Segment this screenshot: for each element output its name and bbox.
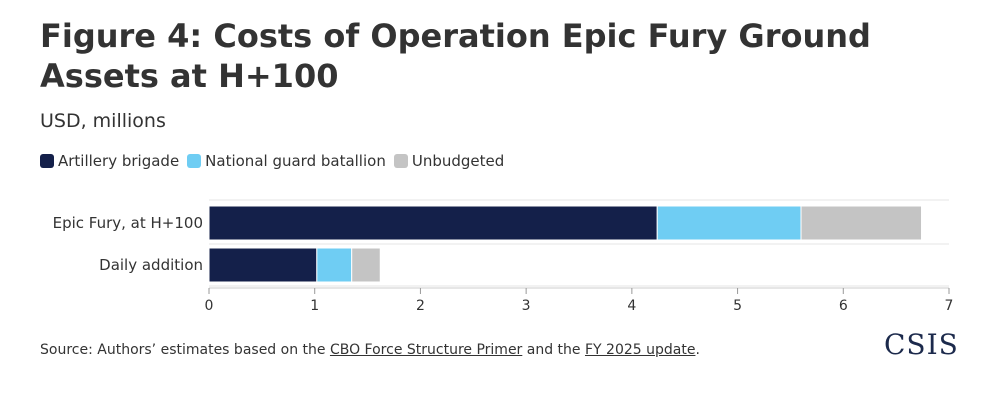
category-label-1: Daily addition [99,256,203,274]
x-tick-label-6: 6 [839,298,848,314]
x-tick-label-0: 0 [205,298,214,314]
source-prefix: Source: Authors’ estimates based on the [40,342,330,358]
source-middle: and the [522,342,585,358]
category-label-0: Epic Fury, at H+100 [53,214,203,232]
bar-0-series-1 [656,205,802,241]
legend-label-national-guard-batallion: National guard batallion [205,152,386,170]
legend-item-unbudgeted: Unbudgeted [393,152,505,170]
csis-logo: CSIS [884,328,959,361]
x-tick-label-4: 4 [627,298,636,314]
legend-swatch-national-guard-batallion [187,154,202,168]
legend-label-artillery-brigade: Artillery brigade [58,152,180,170]
bar-1-series-1 [316,247,353,283]
x-tick-label-5: 5 [733,298,742,314]
x-tick-label-1: 1 [310,298,319,314]
x-tick-label-7: 7 [945,298,954,314]
legend-swatch-unbudgeted [393,154,408,168]
legend-item-artillery-brigade: Artillery brigade [40,152,179,170]
fy2025-update-link[interactable]: FY 2025 update [584,342,696,358]
source-note: Source: Authors’ estimates based on the … [40,342,700,358]
x-tick-label-2: 2 [416,298,425,314]
source-suffix: . [695,342,700,358]
chart-legend: Artillery brigade National guard batalli… [40,152,512,170]
chart-title: Figure 4: Costs of Operation Epic Fury G… [40,17,871,95]
legend-item-national-guard-batallion: National guard batallion [187,152,386,170]
chart-subtitle: USD, millions [40,110,166,132]
bar-1-series-2 [351,247,381,283]
stacked-bar-chart: Epic Fury, at H+100 Daily addition 0 1 2 3 4 5 6… [53,199,954,314]
legend-swatch-artillery-brigade [40,154,54,168]
x-tick-label-3: 3 [522,298,531,314]
bar-0-series-0 [208,205,658,241]
legend-label-unbudgeted: Unbudgeted [411,152,505,170]
cbo-primer-link[interactable]: CBO Force Structure Primer [329,342,523,358]
bar-1-series-0 [208,247,318,283]
bar-0-series-2 [800,205,923,241]
